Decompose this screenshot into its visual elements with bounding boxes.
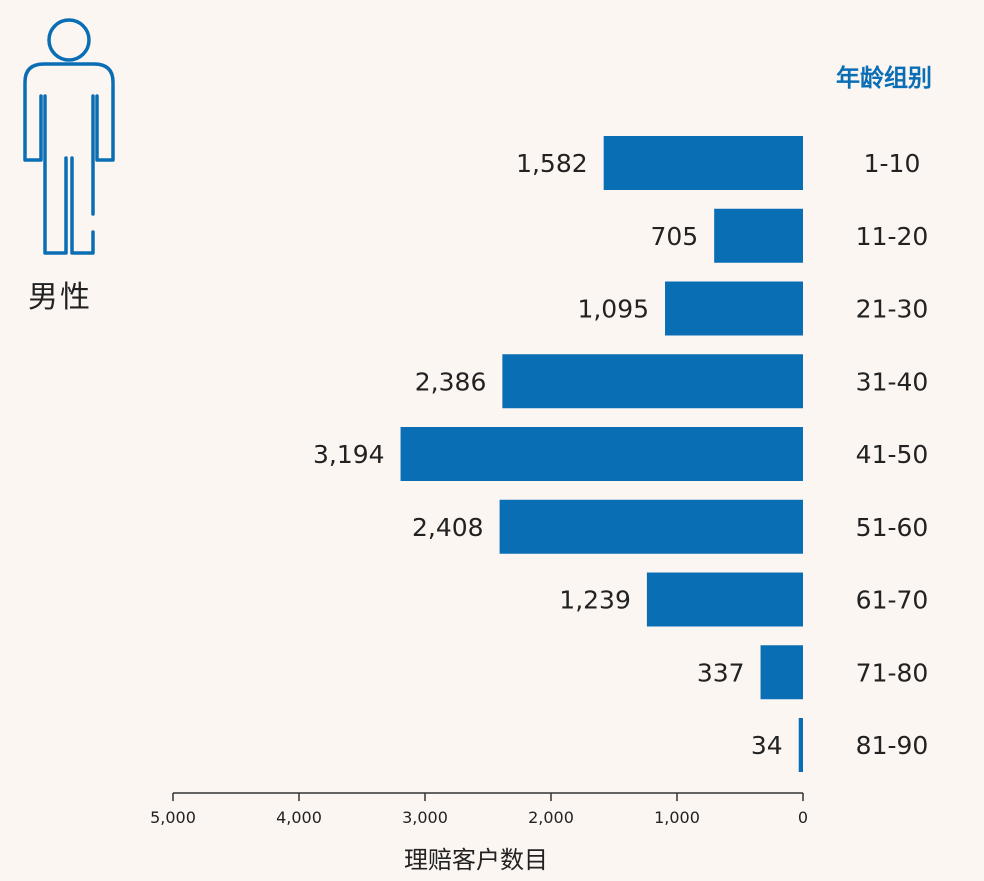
category-label-21-30: 21-30 xyxy=(856,295,929,324)
x-tick-label-4000: 4,000 xyxy=(276,808,322,827)
x-tick-label-1000: 1,000 xyxy=(654,808,700,827)
bar-21-30 xyxy=(665,281,803,336)
bar-1-10 xyxy=(603,136,803,190)
bar-61-70 xyxy=(646,572,803,627)
bars-group: 1,582 1-10 705 11-20 1,095 21-30 2,386 31-40 3,1… xyxy=(313,136,928,772)
value-label-61-70: 1,239 xyxy=(559,586,631,615)
x-tick-label-3000: 3,000 xyxy=(402,808,448,827)
value-label-11-20: 705 xyxy=(650,222,698,251)
value-label-41-50: 3,194 xyxy=(313,440,385,469)
category-label-11-20: 11-20 xyxy=(856,222,929,251)
age-group-header: 年龄组别 xyxy=(836,64,932,92)
x-tick-label-2000: 2,000 xyxy=(528,808,574,827)
x-axis-title: 理赔客户数目 xyxy=(404,846,548,874)
bar-31-40 xyxy=(502,354,803,409)
bar-51-60 xyxy=(499,499,803,554)
category-label-71-80: 71-80 xyxy=(856,658,929,687)
value-label-81-90: 34 xyxy=(751,731,783,760)
male-person-icon xyxy=(23,18,115,255)
bar-41-50 xyxy=(400,427,803,481)
gender-label: 男性 xyxy=(28,280,92,315)
category-label-31-40: 31-40 xyxy=(856,367,929,396)
x-axis: 5,000 4,000 3,000 2,000 1,000 0 xyxy=(150,792,808,827)
value-label-31-40: 2,386 xyxy=(415,367,487,396)
value-label-21-30: 1,095 xyxy=(577,295,649,324)
x-tick-label-0: 0 xyxy=(798,808,808,827)
value-label-51-60: 2,408 xyxy=(412,513,484,542)
bar-81-90 xyxy=(798,718,803,772)
category-label-81-90: 81-90 xyxy=(856,731,929,760)
x-tick-label-5000: 5,000 xyxy=(150,808,196,827)
value-label-71-80: 337 xyxy=(697,658,745,687)
bar-71-80 xyxy=(760,645,803,700)
category-label-1-10: 1-10 xyxy=(864,149,921,178)
bar-11-20 xyxy=(714,208,803,263)
category-label-41-50: 41-50 xyxy=(856,440,929,469)
value-label-1-10: 1,582 xyxy=(516,149,588,178)
category-label-51-60: 51-60 xyxy=(856,513,929,542)
category-label-61-70: 61-70 xyxy=(856,586,929,615)
